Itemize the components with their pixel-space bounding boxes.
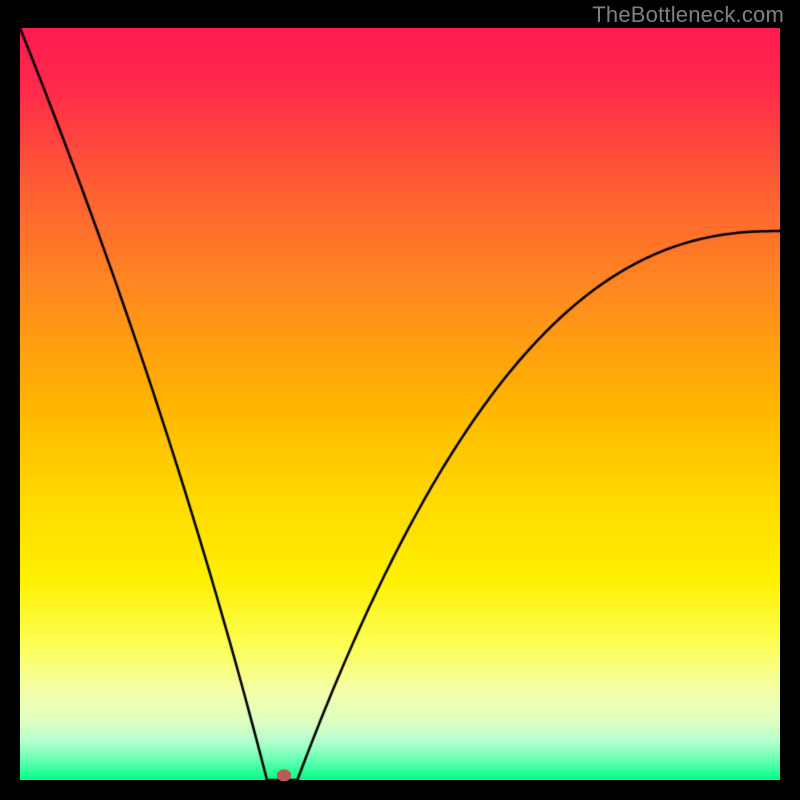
bottleneck-plot xyxy=(20,28,780,780)
watermark-text: TheBottleneck.com xyxy=(592,2,784,28)
bottleneck-curve xyxy=(20,28,780,780)
